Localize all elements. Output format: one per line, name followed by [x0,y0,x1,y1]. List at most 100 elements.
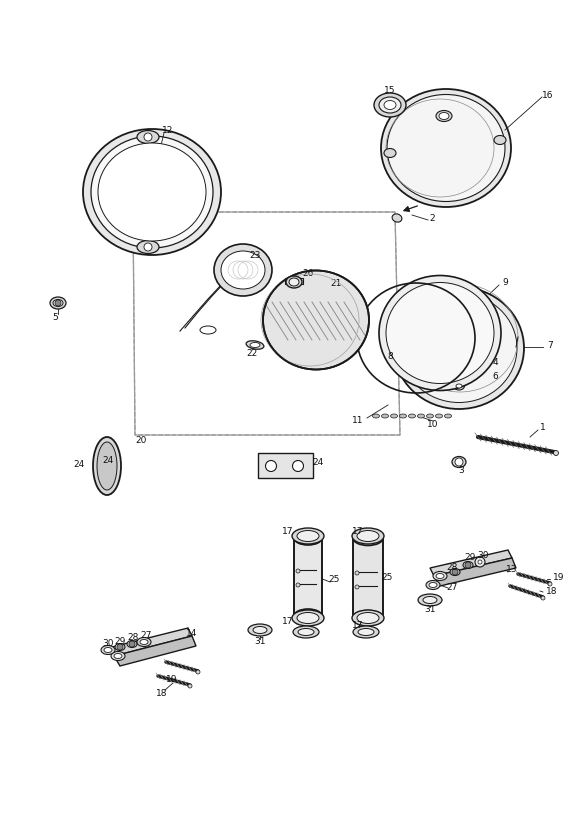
Text: 28: 28 [447,563,458,572]
Ellipse shape [98,143,206,241]
Ellipse shape [426,580,440,589]
Ellipse shape [386,283,494,383]
Text: 25: 25 [328,575,340,584]
Text: 27: 27 [447,583,458,592]
Text: 17: 17 [282,617,293,626]
Text: 26: 26 [303,269,314,278]
Circle shape [129,641,135,647]
Text: 18: 18 [546,588,557,597]
Ellipse shape [384,148,396,157]
Ellipse shape [452,370,466,380]
Ellipse shape [444,414,451,418]
Text: 21: 21 [331,279,342,288]
Ellipse shape [394,287,524,409]
Text: 18: 18 [156,689,168,697]
Text: 14: 14 [187,630,198,639]
Ellipse shape [379,275,501,391]
Ellipse shape [93,437,121,495]
Circle shape [296,583,300,587]
Ellipse shape [137,130,159,143]
Bar [353,538,383,618]
Ellipse shape [137,241,159,254]
Ellipse shape [353,531,383,545]
Circle shape [465,562,471,568]
Ellipse shape [494,135,506,144]
Text: 27: 27 [141,631,152,640]
Text: 2: 2 [429,213,435,222]
Ellipse shape [381,89,511,207]
Ellipse shape [83,129,221,255]
Ellipse shape [455,372,463,378]
Text: 13: 13 [506,565,518,574]
Ellipse shape [357,612,379,624]
Text: 28: 28 [127,634,139,643]
Ellipse shape [289,278,299,286]
Ellipse shape [358,629,374,635]
Bar [294,538,322,616]
Text: 8: 8 [387,352,393,361]
Text: 4: 4 [492,358,498,367]
Ellipse shape [436,574,444,578]
Text: 19: 19 [553,574,564,583]
Ellipse shape [97,442,117,490]
Circle shape [296,569,300,573]
Ellipse shape [450,569,460,575]
Text: 10: 10 [427,419,439,428]
Ellipse shape [456,384,462,388]
Circle shape [548,582,552,586]
Ellipse shape [392,214,402,222]
Ellipse shape [418,594,442,606]
Circle shape [293,461,304,471]
Ellipse shape [409,414,416,418]
Ellipse shape [250,343,260,348]
Text: 3: 3 [458,466,464,475]
Ellipse shape [352,610,384,626]
Ellipse shape [137,638,151,647]
Text: 24: 24 [74,460,85,469]
Ellipse shape [293,626,319,638]
Ellipse shape [357,531,379,541]
Ellipse shape [91,136,213,248]
Ellipse shape [50,297,66,309]
Ellipse shape [423,597,437,603]
Text: 31: 31 [424,606,436,615]
Ellipse shape [298,629,314,635]
Text: 25: 25 [381,573,393,582]
Ellipse shape [114,653,122,658]
Ellipse shape [391,414,398,418]
Text: 6: 6 [492,372,498,381]
Circle shape [455,458,463,466]
Ellipse shape [399,414,406,418]
Ellipse shape [427,414,434,418]
Ellipse shape [263,270,369,369]
Text: 29: 29 [114,636,126,645]
Circle shape [475,557,485,567]
Ellipse shape [379,97,401,113]
Ellipse shape [246,341,264,349]
Ellipse shape [387,95,505,202]
Text: 29: 29 [464,554,476,563]
Text: 30: 30 [477,551,489,560]
Text: 17: 17 [282,527,293,536]
Bar [258,453,313,478]
Ellipse shape [292,610,324,626]
Ellipse shape [433,572,447,580]
Ellipse shape [286,276,302,288]
Ellipse shape [115,644,125,650]
Ellipse shape [439,113,449,119]
Text: 7: 7 [547,340,553,349]
Text: 12: 12 [162,125,174,134]
Ellipse shape [436,110,452,121]
Text: 30: 30 [102,639,114,648]
Circle shape [188,684,192,688]
Text: 9: 9 [502,278,508,287]
Ellipse shape [452,456,466,467]
Polygon shape [430,550,512,576]
Ellipse shape [53,299,63,307]
Ellipse shape [381,414,388,418]
Polygon shape [108,628,192,656]
Ellipse shape [221,251,265,289]
Ellipse shape [417,414,424,418]
Ellipse shape [297,531,319,541]
Circle shape [478,560,482,564]
